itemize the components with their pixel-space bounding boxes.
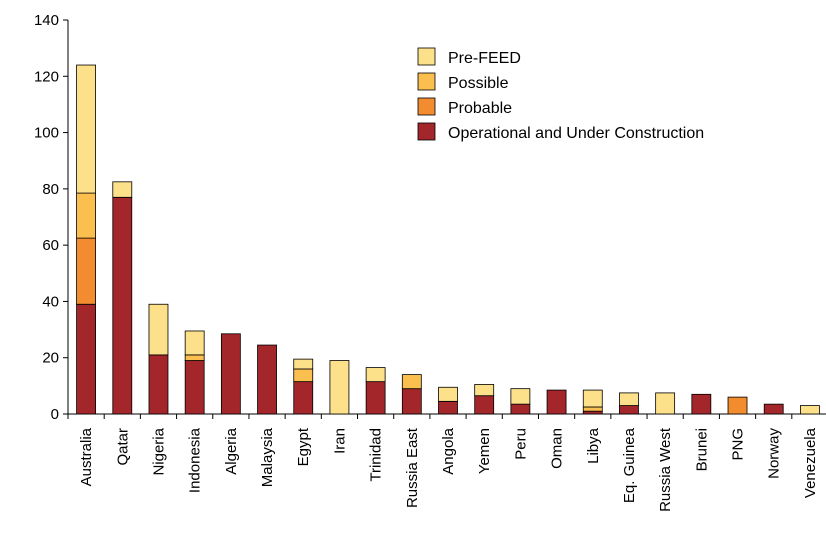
bar-segment [329,360,350,415]
y-tick-label: 140 [34,12,59,29]
x-category-label: Malaysia [259,427,276,487]
bar-segment [691,393,712,415]
x-category-label: Oman [549,428,566,469]
x-category-label: Algeria [223,427,240,474]
bar-segment [76,192,96,239]
x-category-labels: Australia Qatar Nigeria Indonesia Algeria Mal… [78,427,819,512]
bar-segment [257,344,277,415]
legend: Pre-FEED Possible Probable Operational and … [398,34,778,170]
bar-segment [510,403,531,415]
y-tick-label: 60 [42,237,59,254]
x-category-label: Trinidad [368,428,385,482]
bar-segment [184,360,205,415]
legend-label: Pre-FEED [448,50,521,67]
legend-background [398,34,778,170]
y-tick-label: 20 [42,350,59,367]
bar-segment [619,392,639,406]
bar-segment [582,389,603,408]
legend-swatch [417,72,436,91]
bar-segment [365,381,386,415]
y-tick-labels: 0 20 40 60 80 100 120 140 [34,12,59,423]
x-category-label: Eq. Guinea [621,427,638,503]
bar-segment [727,396,748,415]
bars [76,64,820,415]
bar-segment [148,354,169,415]
bar-segment [148,303,169,356]
y-tick-label: 100 [34,125,59,142]
y-tick-label: 80 [42,181,59,198]
y-tick-label: 0 [51,406,59,423]
bar-segment [438,400,458,415]
x-category-label: Russia West [657,427,674,512]
x-category-label: Venezuela [802,427,819,498]
x-category-label: Russia East [404,427,421,508]
bar-segment [293,368,314,383]
bar-segment [474,384,495,397]
bar-segment [582,410,603,415]
bar-segment [76,303,96,415]
legend-swatch [417,122,436,141]
x-category-label: Qatar [114,428,131,466]
bar-segment [619,405,639,415]
bar-segment [655,392,676,415]
bar-segment [800,405,820,415]
x-category-label: Libya [585,427,602,464]
x-category-label: Norway [766,428,783,479]
bar-segment [401,388,422,415]
legend-label: Possible [448,75,509,92]
bar-segment [184,330,205,356]
bar-segment [763,403,784,415]
y-tick-label: 40 [42,293,59,310]
x-category-label: Australia [78,427,95,486]
bar-segment [293,358,314,370]
x-category-label: Peru [512,428,529,460]
x-category-label: Yemen [476,428,493,474]
bar-segment [76,64,96,194]
bar-segment [582,406,603,412]
x-category-label: Angola [440,427,457,474]
legend-swatch [417,47,436,66]
x-category-label: Indonesia [187,427,204,493]
bar-segment [510,388,531,405]
bar-segment [401,374,422,390]
bar-segment [474,395,495,415]
x-category-label: Egypt [295,427,312,466]
bar-segment [365,367,386,383]
x-category-label: Brunei [693,428,710,471]
bar-segment [220,333,241,415]
bar-segment [293,381,314,415]
y-tick-label: 120 [34,68,59,85]
x-category-label: Nigeria [150,427,167,475]
bar-segment [112,196,133,415]
legend-label: Operational and Under Construction [448,125,704,142]
x-category-label: Iran [331,428,348,454]
bar-segment [112,181,133,198]
legend-label: Probable [448,100,512,117]
x-category-label: PNG [730,428,747,461]
bar-segment [546,389,567,415]
legend-swatch [417,97,436,116]
bar-segment [76,237,96,305]
bar-segment [184,354,205,361]
bar-segment [438,386,458,402]
